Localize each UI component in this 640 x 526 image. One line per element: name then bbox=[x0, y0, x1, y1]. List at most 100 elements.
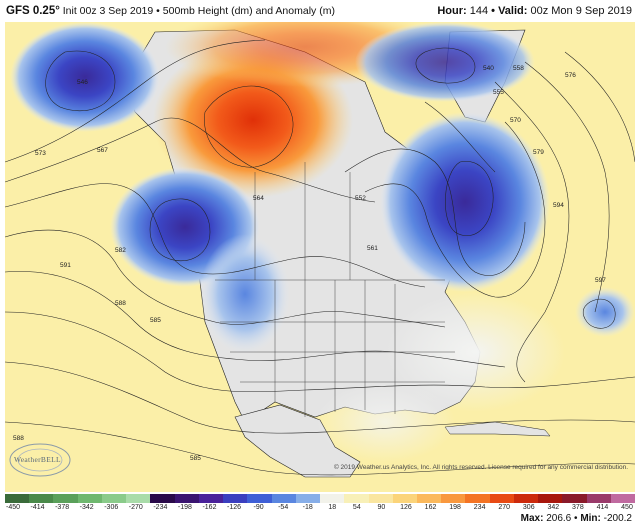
contour-label: 558 bbox=[513, 65, 524, 72]
colorbar-tick-label: 306 bbox=[522, 504, 535, 511]
colorbar-tick-label: -306 bbox=[104, 504, 119, 511]
colorbar-tick-label: -414 bbox=[30, 504, 45, 511]
colorbar-tick-label: 198 bbox=[449, 504, 461, 511]
colorbar-tick-label: 414 bbox=[596, 504, 609, 511]
contour-label: 540 bbox=[483, 65, 494, 72]
colorbar-swatch bbox=[150, 494, 175, 503]
colorbar-tick-label: -198 bbox=[177, 504, 192, 511]
trough-northwest-us bbox=[200, 234, 290, 354]
contour-label: 591 bbox=[60, 262, 71, 269]
land-mexico bbox=[234, 404, 361, 478]
contour-label: 582 bbox=[115, 247, 126, 254]
contour-label: 564 bbox=[253, 195, 264, 202]
colorbar-swatch bbox=[174, 494, 199, 503]
trough-greenland bbox=[355, 22, 535, 102]
colorbar-tick-label: 18 bbox=[328, 504, 337, 511]
logo-mark bbox=[9, 443, 71, 477]
colorbar-tick-label: 162 bbox=[424, 504, 437, 511]
separator: • bbox=[491, 5, 495, 17]
colorbar-strip bbox=[5, 494, 636, 503]
colorbar-swatch bbox=[586, 494, 611, 503]
product-name: 500mb Height (dm) and Anomaly (m) bbox=[162, 5, 335, 17]
trough-hudson-bay bbox=[380, 112, 550, 292]
contour-label: 552 bbox=[355, 195, 366, 202]
colorbar-swatch bbox=[5, 494, 30, 503]
colorbar-tick-label: -18 bbox=[302, 504, 313, 511]
colorbar: -450 -414 -378 -342 -306 -270 -234 -198 -162 -126… bbox=[0, 492, 640, 526]
colorbar-swatch bbox=[320, 494, 345, 503]
colorbar-swatch bbox=[368, 494, 393, 503]
colorbar-swatch bbox=[562, 494, 587, 503]
colorbar-swatch bbox=[538, 494, 563, 503]
colorbar-swatch bbox=[53, 494, 78, 503]
height-contours bbox=[5, 39, 635, 476]
max-label: Max: bbox=[520, 513, 544, 524]
min-label: Min: bbox=[580, 513, 601, 524]
contour-label: 561 bbox=[367, 245, 378, 252]
model-name: GFS 0.25° bbox=[6, 5, 60, 17]
colorbar-swatch bbox=[392, 494, 417, 503]
colorbar-swatch bbox=[271, 494, 296, 503]
hour-value: 144 bbox=[469, 5, 489, 17]
anomaly-map: 546 573 567 582 585 591 588 561 564 552 … bbox=[5, 22, 635, 492]
colorbar-swatch bbox=[101, 494, 127, 503]
trough-atlantic bbox=[575, 287, 635, 337]
colorbar-tick-label: -450 bbox=[5, 504, 21, 511]
contour-label: 570 bbox=[510, 117, 521, 124]
neutral-gulf bbox=[315, 382, 455, 462]
colorbar-tick-label: 54 bbox=[352, 504, 361, 511]
colorbar-swatch bbox=[77, 494, 102, 503]
colorbar-tick-label: 450 bbox=[621, 504, 633, 511]
colorbar-swatch bbox=[513, 494, 539, 503]
colorbar-tick-label: 378 bbox=[572, 504, 584, 511]
contour-label: 576 bbox=[565, 72, 576, 79]
copyright-notice: © 2019 Weather.us Analytics, Inc. All ri… bbox=[333, 464, 628, 471]
colorbar-swatch bbox=[295, 494, 321, 503]
colorbar-tick-label: -162 bbox=[202, 504, 217, 511]
weatherbell-logo: WeatherBELL bbox=[8, 441, 72, 479]
contour-label-group: 546 573 567 582 585 591 588 561 564 552 … bbox=[13, 65, 606, 462]
contour-label: 588 bbox=[13, 435, 24, 442]
contour-label: 585 bbox=[190, 455, 201, 462]
logo-text: WeatherBELL bbox=[14, 455, 61, 464]
separator: • bbox=[156, 5, 160, 17]
colorbar-tick-label: -270 bbox=[128, 504, 143, 511]
colorbar-tick-label: 234 bbox=[473, 504, 486, 511]
colorbar-swatch bbox=[344, 494, 369, 503]
contour-label: 588 bbox=[115, 300, 126, 307]
map-svg: 546 573 567 582 585 591 588 561 564 552 … bbox=[5, 22, 635, 492]
contour-label: 555 bbox=[493, 89, 504, 96]
valid-info: Hour: 144 • Valid: 00z Mon 9 Sep 2019 bbox=[437, 0, 632, 22]
colorbar-tick-label: 342 bbox=[547, 504, 560, 511]
colorbar-tick-label: -126 bbox=[227, 504, 242, 511]
colorbar-tick-label: 270 bbox=[498, 504, 511, 511]
colorbar-swatch bbox=[247, 494, 272, 503]
max-value: 206.6 bbox=[546, 513, 572, 524]
contour-label: 579 bbox=[533, 149, 544, 156]
colorbar-tick-label: -90 bbox=[253, 504, 264, 511]
colorbar-swatch bbox=[489, 494, 514, 503]
colorbar-tick-label: -234 bbox=[153, 504, 168, 511]
hour-label: Hour: bbox=[437, 5, 467, 17]
political-borders bbox=[215, 162, 455, 417]
colorbar-swatch bbox=[198, 494, 224, 503]
colorbar-swatch bbox=[126, 494, 151, 503]
colorbar-tick-label: 126 bbox=[400, 504, 412, 511]
contour-label: 594 bbox=[553, 202, 564, 209]
colorbar-tick-label: -54 bbox=[278, 504, 289, 511]
colorbar-swatch bbox=[610, 494, 636, 503]
chart-header: GFS 0.25° Init 00z 3 Sep 2019 • 500mb He… bbox=[0, 0, 640, 22]
run-info: GFS 0.25° Init 00z 3 Sep 2019 • 500mb He… bbox=[6, 0, 335, 22]
colorbar-tick-label: -378 bbox=[55, 504, 70, 511]
valid-label: Valid: bbox=[498, 5, 528, 17]
colorbar-tick-label: -342 bbox=[79, 504, 94, 511]
colorbar-swatch bbox=[416, 494, 442, 503]
max-min-readout: Max: 206.6 • Min: -200.2 bbox=[521, 513, 632, 524]
colorbar-swatch bbox=[441, 494, 466, 503]
colorbar-swatch bbox=[29, 494, 54, 503]
contour-label: 567 bbox=[97, 147, 108, 154]
colorbar-tick-label: 90 bbox=[377, 504, 386, 511]
contour-label: 546 bbox=[77, 79, 88, 86]
trough-aleutian bbox=[10, 22, 160, 132]
separator: • bbox=[574, 513, 578, 524]
